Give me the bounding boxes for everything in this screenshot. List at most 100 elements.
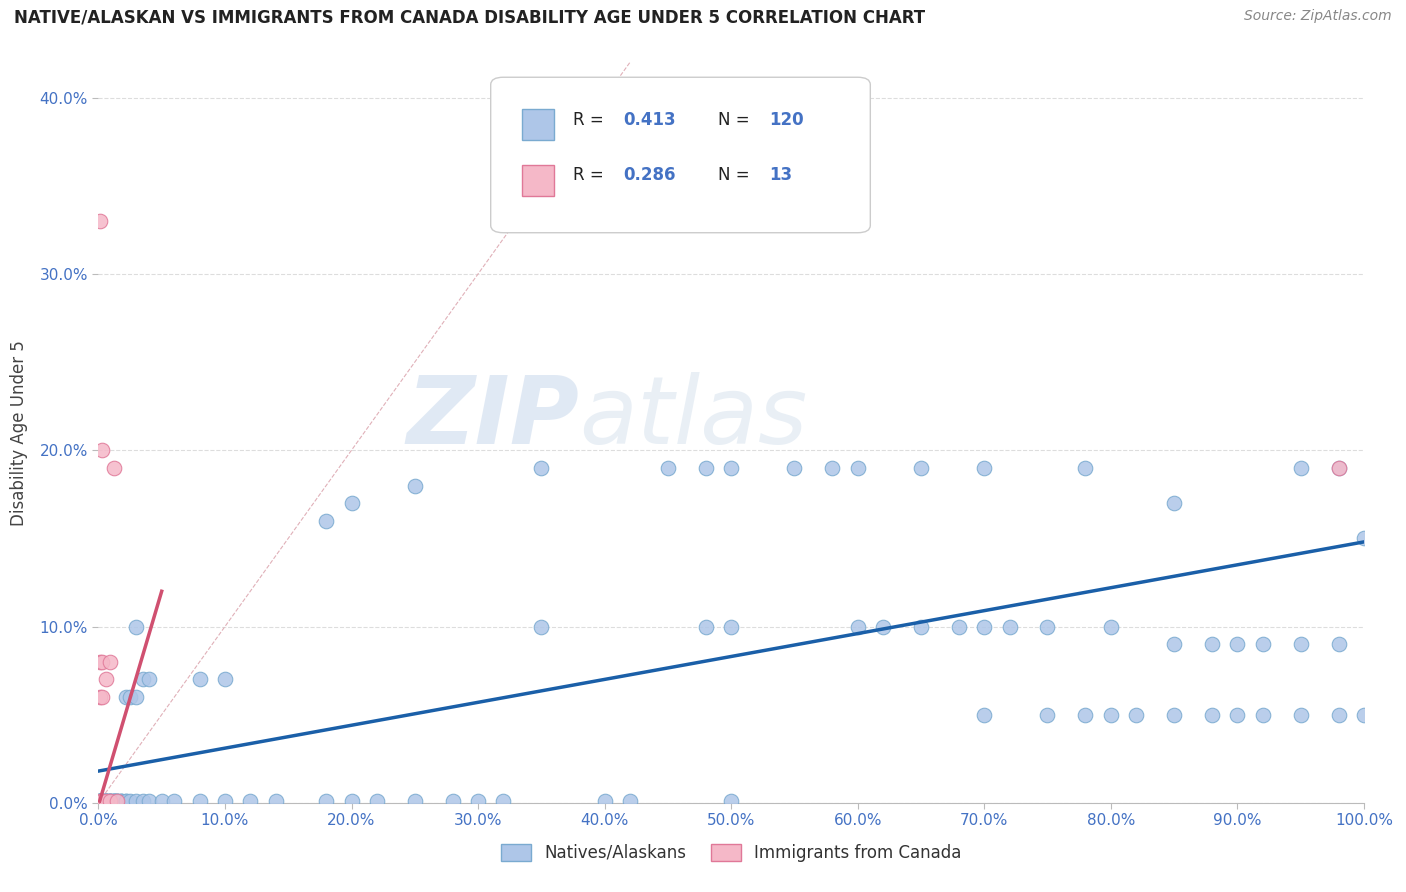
Point [619,794,641,808]
Point [1251,707,1274,722]
Point [783,461,806,475]
Point [910,461,932,475]
Point [1125,707,1147,722]
Point [1226,707,1249,722]
Point [110,794,132,808]
Text: R =: R = [574,111,609,128]
Point [107,794,129,808]
Point [163,794,186,808]
Point [89,794,111,808]
Point [214,794,236,808]
Point [1163,707,1185,722]
Point [441,794,464,808]
Point [872,619,894,633]
Point [98,655,121,669]
Text: R =: R = [574,166,609,184]
Point [89,794,111,808]
Point [89,794,111,808]
Point [846,461,869,475]
Point [94,794,117,808]
Point [98,794,121,808]
Point [91,794,114,808]
Text: NATIVE/ALASKAN VS IMMIGRANTS FROM CANADA DISABILITY AGE UNDER 5 CORRELATION CHAR: NATIVE/ALASKAN VS IMMIGRANTS FROM CANADA… [14,9,925,27]
Point [94,794,117,808]
Point [125,619,148,633]
Point [239,794,262,808]
Point [138,673,160,687]
Point [530,461,553,475]
Point [1036,619,1059,633]
Point [89,794,111,808]
Text: 0.286: 0.286 [623,166,676,184]
Point [98,794,121,808]
Text: Source: ZipAtlas.com: Source: ZipAtlas.com [1244,9,1392,23]
FancyBboxPatch shape [491,78,870,233]
Point [1099,707,1122,722]
Point [1289,461,1312,475]
Point [98,794,121,808]
Point [89,690,111,704]
Point [530,619,553,633]
Point [821,461,844,475]
Point [120,794,141,808]
Point [91,794,114,808]
Text: 0.413: 0.413 [623,111,676,128]
Point [107,794,129,808]
Point [366,794,388,808]
Point [94,794,117,808]
Point [340,496,363,510]
Point [315,514,337,528]
FancyBboxPatch shape [523,165,554,195]
Legend: Natives/Alaskans, Immigrants from Canada: Natives/Alaskans, Immigrants from Canada [494,837,969,869]
Point [103,794,125,808]
Point [973,707,995,722]
Point [720,794,742,808]
Point [91,794,114,808]
Point [103,794,125,808]
Point [89,655,111,669]
Text: N =: N = [718,166,755,184]
Point [264,794,287,808]
Point [1353,707,1375,722]
Point [1036,707,1059,722]
Point [846,619,869,633]
Point [188,673,211,687]
Text: N =: N = [718,111,755,128]
Point [1226,637,1249,651]
Point [110,794,132,808]
Point [107,794,129,808]
Point [98,794,121,808]
Point [720,461,742,475]
Point [103,794,125,808]
Point [132,794,155,808]
Point [89,794,111,808]
Point [132,673,155,687]
Point [150,794,173,808]
Point [91,690,114,704]
Point [214,673,236,687]
Point [91,794,114,808]
Point [91,794,114,808]
Point [1074,461,1097,475]
Text: atlas: atlas [579,372,807,463]
Point [467,794,489,808]
Point [94,794,117,808]
Point [91,794,114,808]
Y-axis label: Disability Age Under 5: Disability Age Under 5 [10,340,28,525]
Point [1201,707,1223,722]
Point [1099,619,1122,633]
Point [720,619,742,633]
Point [1327,461,1350,475]
Point [404,794,426,808]
Point [1327,707,1350,722]
Point [98,794,121,808]
Point [107,794,129,808]
Point [94,794,117,808]
Point [657,461,679,475]
Point [89,794,111,808]
Point [94,794,117,808]
Text: 120: 120 [769,111,804,128]
Point [94,794,117,808]
Point [103,461,125,475]
Point [1074,707,1097,722]
